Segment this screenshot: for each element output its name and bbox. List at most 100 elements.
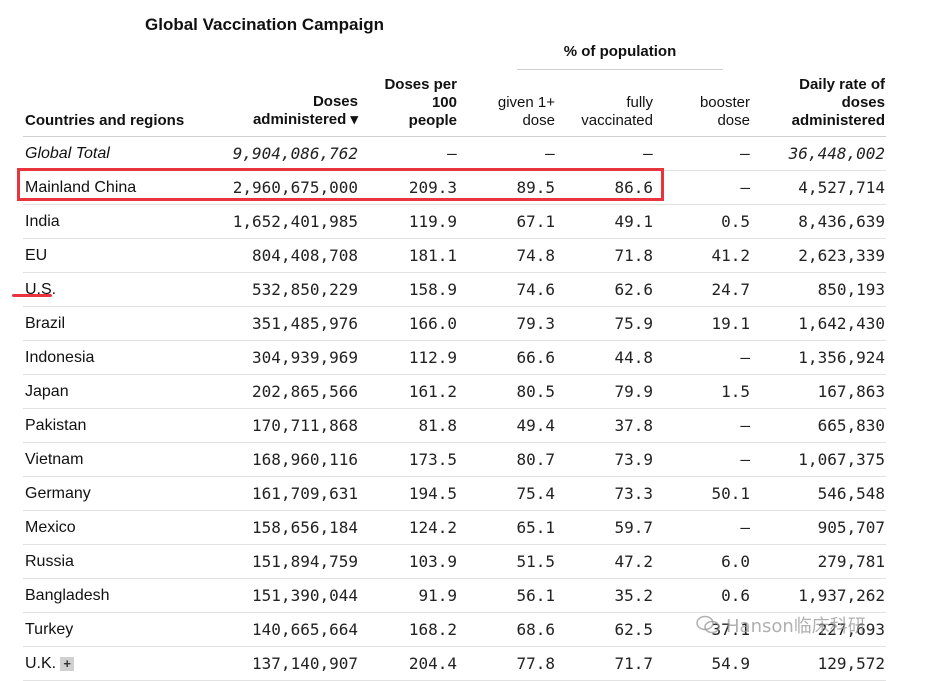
- country-name[interactable]: Indonesia: [25, 341, 94, 374]
- cell-booster: 19.1: [711, 314, 750, 333]
- col-header-per100[interactable]: Doses per 100 people: [360, 76, 457, 130]
- cell-booster: 0.6: [721, 586, 750, 605]
- cell-doses: 151,390,044: [252, 586, 358, 605]
- cell-booster: 50.1: [711, 484, 750, 503]
- cell-given: 79.3: [516, 314, 555, 333]
- country-name[interactable]: India: [25, 205, 60, 238]
- cell-per100: 91.9: [418, 586, 457, 605]
- country-name[interactable]: Mainland China: [25, 171, 136, 204]
- country-name-text: Russia: [25, 553, 74, 570]
- col-header-booster[interactable]: booster dose: [670, 94, 750, 130]
- col-header-given[interactable]: given 1+ dose: [470, 94, 555, 130]
- watermark: Hanson临床科研: [696, 612, 866, 638]
- country-name[interactable]: Japan: [25, 375, 69, 408]
- cell-given: –: [545, 144, 555, 163]
- cell-daily: 36,448,002: [788, 144, 885, 163]
- cell-doses: 804,408,708: [252, 246, 358, 265]
- col-header-booster-line1: booster: [699, 94, 750, 111]
- country-name[interactable]: Germany: [25, 477, 91, 510]
- country-name[interactable]: Vietnam: [25, 443, 83, 476]
- country-name-text: Bangladesh: [25, 587, 110, 604]
- cell-booster: –: [740, 416, 750, 435]
- col-header-country[interactable]: Countries and regions: [25, 112, 185, 129]
- cell-per100: 181.1: [408, 246, 457, 265]
- col-header-doses[interactable]: Doses administered ▾: [200, 93, 358, 129]
- cell-daily: 850,193: [817, 280, 885, 299]
- cell-booster: 24.7: [711, 280, 750, 299]
- cell-fully: 59.7: [614, 518, 653, 537]
- cell-daily: 2,623,339: [798, 246, 885, 265]
- cell-given: 89.5: [516, 178, 555, 197]
- cell-given: 68.6: [516, 620, 555, 639]
- cell-daily: 129,572: [817, 654, 885, 673]
- cell-booster: –: [740, 348, 750, 367]
- col-header-daily[interactable]: Daily rate of doses administered: [760, 76, 885, 130]
- watermark-text: Hanson临床科研: [726, 616, 866, 637]
- cell-given: 65.1: [516, 518, 555, 537]
- col-header-fully-line2: vaccinated: [581, 112, 653, 129]
- cell-daily: 227,693: [817, 620, 885, 639]
- country-name-text: U.S.: [25, 281, 57, 298]
- page-title: Global Vaccination Campaign: [145, 15, 384, 34]
- cell-per100: 119.9: [408, 212, 457, 231]
- country-name[interactable]: Russia: [25, 545, 74, 578]
- table-row: Brazil 351,485,976 166.0 79.3 75.9 19.1 1,642,…: [23, 307, 886, 341]
- country-name[interactable]: Brazil: [25, 307, 65, 340]
- country-name[interactable]: U.S.: [25, 273, 56, 306]
- cell-fully: 86.6: [614, 178, 653, 197]
- cell-fully: 35.2: [614, 586, 653, 605]
- table-row: Pakistan 170,711,868 81.8 49.4 37.8 – 665,830: [23, 409, 886, 443]
- table-row: India 1,652,401,985 119.9 67.1 49.1 0.5 8,436,…: [23, 205, 886, 239]
- col-header-per100-line1: Doses per: [384, 76, 457, 93]
- cell-doses: 158,656,184: [252, 518, 358, 537]
- cell-daily: 8,436,639: [798, 212, 885, 231]
- cell-fully: 49.1: [614, 212, 653, 231]
- country-name[interactable]: Turkey: [25, 613, 73, 646]
- country-name-text: EU: [25, 247, 48, 264]
- cell-daily: 167,863: [817, 382, 885, 401]
- cell-booster: 41.2: [711, 246, 750, 265]
- cell-doses: 351,485,976: [252, 314, 358, 333]
- cell-daily: 1,356,924: [798, 348, 885, 367]
- cell-per100: 209.3: [408, 178, 457, 197]
- country-name[interactable]: EU: [25, 239, 47, 272]
- col-header-fully[interactable]: fully vaccinated: [560, 94, 653, 130]
- header-divider: [23, 136, 886, 137]
- cell-per100: 194.5: [408, 484, 457, 503]
- cell-given: 75.4: [516, 484, 555, 503]
- table-row: Russia 151,894,759 103.9 51.5 47.2 6.0 279,781: [23, 545, 886, 579]
- cell-given: 77.8: [516, 654, 555, 673]
- col-header-given-line2: dose: [522, 112, 555, 129]
- country-name[interactable]: Bangladesh: [25, 579, 110, 612]
- cell-doses: 168,960,116: [252, 450, 358, 469]
- col-header-doses-line1: Doses: [312, 93, 358, 110]
- country-name[interactable]: Pakistan: [25, 409, 86, 442]
- cell-per100: 168.2: [408, 620, 457, 639]
- col-header-doses-line2: administered ▾: [252, 111, 358, 128]
- col-header-daily-line1: Daily rate of: [799, 76, 885, 93]
- cell-fully: 44.8: [614, 348, 653, 367]
- cell-doses: 304,939,969: [252, 348, 358, 367]
- table-row: Global Total 9,904,086,762 – – – – 36,448,002: [23, 137, 886, 171]
- cell-fully: –: [643, 144, 653, 163]
- cell-booster: –: [740, 518, 750, 537]
- table-row: Vietnam 168,960,116 173.5 80.7 73.9 – 1,067,37…: [23, 443, 886, 477]
- col-header-fully-line1: fully: [626, 94, 653, 111]
- country-name-text: Indonesia: [25, 349, 95, 366]
- table-row: Mexico 158,656,184 124.2 65.1 59.7 – 905,707: [23, 511, 886, 545]
- cell-fully: 37.8: [614, 416, 653, 435]
- cell-daily: 665,830: [817, 416, 885, 435]
- table-row: Japan 202,865,566 161.2 80.5 79.9 1.5 167,863: [23, 375, 886, 409]
- expand-plus-icon[interactable]: +: [60, 656, 75, 671]
- cell-given: 49.4: [516, 416, 555, 435]
- country-name[interactable]: U.K. +: [25, 647, 75, 680]
- country-name-text: Turkey: [25, 621, 74, 638]
- cell-given: 66.6: [516, 348, 555, 367]
- cell-per100: 166.0: [408, 314, 457, 333]
- country-name[interactable]: Mexico: [25, 511, 76, 544]
- underline-us: [12, 294, 52, 297]
- cell-doses: 202,865,566: [252, 382, 358, 401]
- cell-per100: –: [447, 144, 457, 163]
- country-name-text: Japan: [25, 383, 69, 400]
- vaccination-table-body: Global Total 9,904,086,762 – – – – 36,448,002 M…: [23, 137, 886, 681]
